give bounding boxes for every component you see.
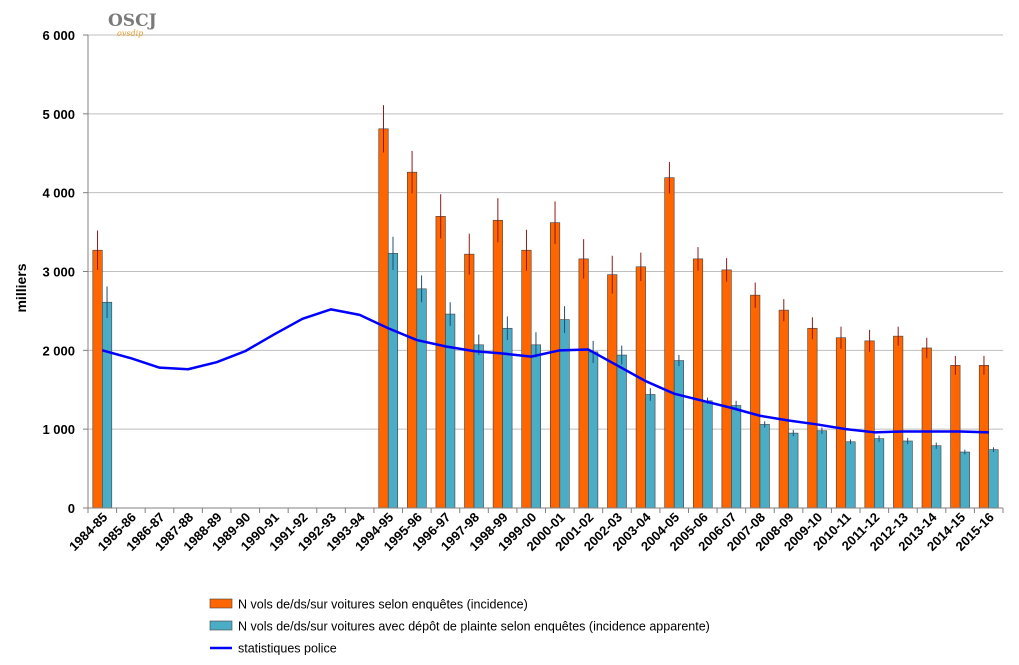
y-tick-label: 6 000: [42, 28, 75, 43]
y-tick-label: 0: [68, 501, 75, 516]
bar-incidence: [750, 294, 761, 509]
bar-incidence-apparente: [101, 301, 113, 509]
legend-swatch: [209, 598, 233, 609]
logo-subtext: ovsdip: [117, 29, 143, 38]
logo-text: OSCJ: [108, 11, 157, 31]
bar-incidence-apparente: [645, 394, 656, 509]
bar-incidence-apparente: [788, 432, 799, 509]
bar-incidence: [578, 258, 589, 509]
bar-incidence-apparente: [988, 449, 999, 509]
bar-incidence: [664, 177, 675, 509]
bar-incidence: [978, 365, 990, 509]
bar-incidence: [893, 335, 904, 509]
bar-incidence: [492, 219, 503, 509]
bar-incidence: [635, 266, 646, 509]
y-tick-label: 2 000: [42, 343, 75, 358]
bar-incidence-apparente: [816, 430, 827, 509]
bar-incidence-apparente: [559, 319, 570, 509]
y-tick-label: 3 000: [42, 265, 75, 280]
y-tick-label: 5 000: [42, 107, 75, 122]
bar-incidence-apparente: [387, 253, 399, 509]
bar-incidence: [864, 340, 875, 509]
bar-incidence: [721, 269, 732, 509]
y-axis: 0 1 000 2 000 3 000 4 000 5 000 6 000: [42, 28, 89, 516]
bar-incidence: [607, 274, 618, 509]
police-line: [101, 308, 989, 434]
legend-label: N vols de/ds/sur voitures selon enquêtes…: [238, 598, 528, 612]
legend-swatch: [209, 620, 233, 631]
bar-incidence-apparente: [588, 351, 599, 509]
legend-label: N vols de/ds/sur voitures avec dépôt de …: [238, 620, 710, 634]
oscj-logo: OSCJ ovsdip: [108, 11, 157, 38]
bar-incidence: [435, 216, 446, 509]
error-bars: [97, 105, 994, 455]
line-statistiques-police: [101, 308, 989, 434]
bar-incidence-apparente: [445, 313, 456, 509]
bar-incidence-apparente: [845, 441, 856, 509]
gridlines: [88, 34, 1003, 430]
bar-incidence: [692, 258, 704, 509]
y-tick-label: 1 000: [42, 422, 75, 437]
bar-incidence: [921, 347, 932, 509]
bar-incidence: [521, 249, 532, 509]
bar-incidence: [378, 128, 389, 509]
bar-incidence: [778, 309, 789, 509]
bar-incidence: [807, 327, 818, 509]
bar-incidence-apparente: [473, 344, 484, 509]
legend: N vols de/ds/sur voitures selon enquêtes…: [209, 598, 710, 656]
bars: [92, 128, 999, 509]
bar-incidence-apparente: [673, 360, 684, 509]
bar-incidence-apparente: [874, 438, 885, 509]
bar-incidence-apparente: [702, 400, 713, 509]
bar-incidence: [835, 337, 847, 509]
y-axis-label: milliers: [13, 263, 29, 312]
legend-label: statistiques police: [238, 642, 337, 656]
bar-incidence: [950, 365, 961, 509]
bar-incidence-apparente: [731, 405, 742, 509]
bar-incidence: [549, 222, 561, 509]
bar-incidence-apparente: [959, 451, 970, 509]
bar-incidence-apparente: [759, 424, 770, 509]
bar-incidence-apparente: [931, 445, 942, 509]
bar-incidence: [92, 249, 103, 509]
bar-incidence-apparente: [616, 354, 627, 509]
bar-incidence-apparente: [416, 288, 427, 509]
y-tick-label: 4 000: [42, 186, 75, 201]
bar-incidence: [464, 253, 475, 509]
bar-incidence-apparente: [530, 344, 542, 509]
bar-incidence-apparente: [902, 440, 913, 509]
